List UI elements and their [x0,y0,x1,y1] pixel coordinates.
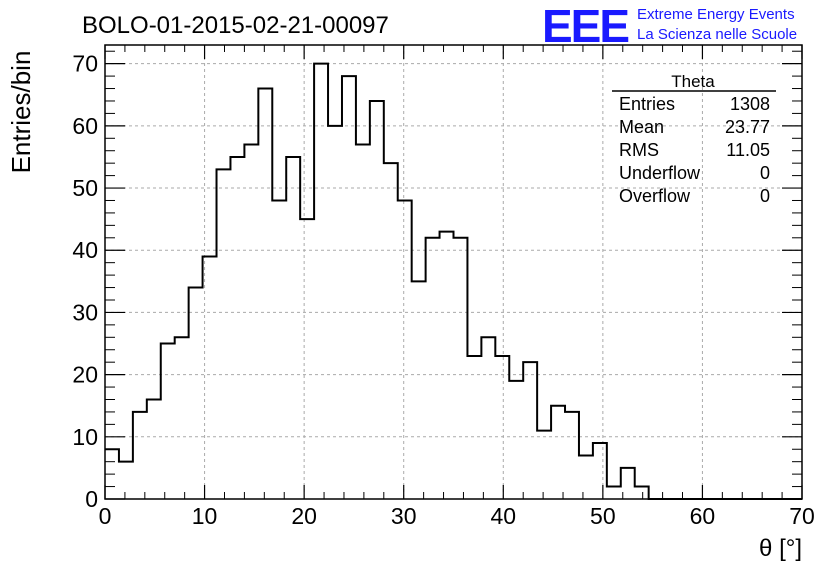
y-tick-label: 50 [72,175,98,201]
tick-labels: 0 10 20 30 40 50 60 70 0 10 20 30 40 50 60 70 [72,51,814,529]
x-tick-label: 60 [690,503,716,529]
stats-title: Theta [671,72,715,91]
chart-title: BOLO-01-2015-02-21-00097 [82,12,389,39]
y-tick-label: 20 [72,362,98,388]
stats-label: Mean [619,117,664,137]
y-tick-label: 40 [72,237,98,263]
plot-frame [104,44,803,500]
y-tick-label: 0 [85,486,98,512]
stats-value: 0 [760,186,770,206]
stats-rows: Entries 1308 Mean 23.77 RMS 11.05 Underflow 0 Ov… [619,94,770,206]
eee-logo: EEE Extreme Energy Events La Scienza nel… [542,0,797,52]
y-tick-label: 10 [72,424,98,450]
eee-logo-mark: EEE [542,0,628,52]
x-tick-label: 50 [590,503,616,529]
grid-lines [105,45,802,499]
stats-value: 1308 [730,94,770,114]
y-tick-label: 60 [72,113,98,139]
x-tick-label: 70 [789,503,815,529]
y-tick-label: 30 [72,299,98,325]
x-tick-label: 40 [490,503,516,529]
x-tick-label: 20 [291,503,317,529]
axis-ticks [104,45,803,500]
stats-value: 0 [760,163,770,183]
stats-label: Underflow [619,163,701,183]
x-tick-label: 10 [192,503,218,529]
stats-label: RMS [619,140,659,160]
y-axis-label: Entries/bin [6,51,36,174]
stats-label: Entries [619,94,675,114]
x-tick-label: 0 [99,503,112,529]
stats-box: Theta Entries 1308 Mean 23.77 RMS 11.05 Underf… [612,72,776,206]
logo-line-1: Extreme Energy Events [637,6,795,23]
stats-label: Overflow [619,186,691,206]
histogram-line [105,62,802,500]
y-tick-label: 70 [72,51,98,77]
stats-value: 11.05 [726,140,770,160]
x-tick-label: 30 [391,503,417,529]
x-axis-label: θ [°] [759,535,802,562]
logo-line-2: La Scienza nelle Scuole [637,26,797,43]
stats-value: 23.77 [725,117,770,137]
